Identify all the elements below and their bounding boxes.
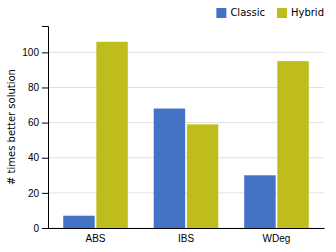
y-axis: 0 20 40 60 80 100 — [22, 27, 48, 234]
grid — [48, 52, 324, 228]
legend-label: Classic — [230, 7, 265, 18]
x-tick-label: ABS — [86, 233, 106, 244]
legend-label: Hybrid — [291, 7, 324, 18]
grid-line — [48, 52, 324, 53]
y-tick-mark — [42, 123, 48, 124]
bar — [187, 124, 218, 228]
bars — [63, 42, 309, 228]
y-tick: 20 — [28, 188, 48, 199]
x-tick: IBS — [178, 228, 194, 244]
bar — [154, 109, 185, 228]
legend-swatch — [277, 8, 287, 18]
y-tick-label: 60 — [28, 117, 40, 128]
x-tick: ABS — [86, 228, 106, 244]
legend-item: Classic — [216, 7, 265, 18]
x-tick-label: IBS — [178, 233, 194, 244]
y-tick-mark — [42, 228, 48, 229]
bar-series — [96, 42, 308, 228]
y-tick-label: 20 — [28, 188, 40, 199]
x-axis-line — [49, 228, 325, 229]
bar — [277, 61, 308, 228]
x-tick: WDeg — [263, 228, 291, 244]
y-tick-label: 40 — [28, 152, 40, 163]
bar — [63, 216, 94, 228]
y-tick-label: 100 — [22, 47, 39, 58]
legend-swatch — [216, 8, 226, 18]
y-tick-label: 80 — [28, 82, 40, 93]
bar-series — [63, 109, 275, 228]
y-axis-line — [42, 27, 49, 229]
y-tick: 60 — [28, 117, 48, 128]
bar — [244, 175, 275, 228]
y-axis-title: # times better solution — [6, 69, 17, 185]
y-tick: 0 — [33, 223, 48, 234]
bar — [96, 42, 127, 228]
x-tick-label: WDeg — [263, 233, 291, 244]
plot: 0 20 40 60 80 100 ABS IBS WDeg — [22, 27, 324, 245]
y-tick: 80 — [28, 82, 48, 93]
y-tick-mark — [42, 52, 48, 53]
y-tick: 100 — [22, 47, 48, 58]
y-tick-label: 0 — [33, 223, 39, 234]
legend: Classic Hybrid — [216, 7, 324, 18]
y-tick: 40 — [28, 152, 48, 163]
chart: 0 20 40 60 80 100 ABS IBS WDeg # times better sol… — [0, 0, 336, 252]
y-tick-mark — [42, 158, 48, 159]
y-tick-mark — [42, 87, 48, 88]
legend-item: Hybrid — [277, 7, 324, 18]
x-axis: ABS IBS WDeg — [49, 228, 325, 244]
y-tick-mark — [42, 193, 48, 194]
